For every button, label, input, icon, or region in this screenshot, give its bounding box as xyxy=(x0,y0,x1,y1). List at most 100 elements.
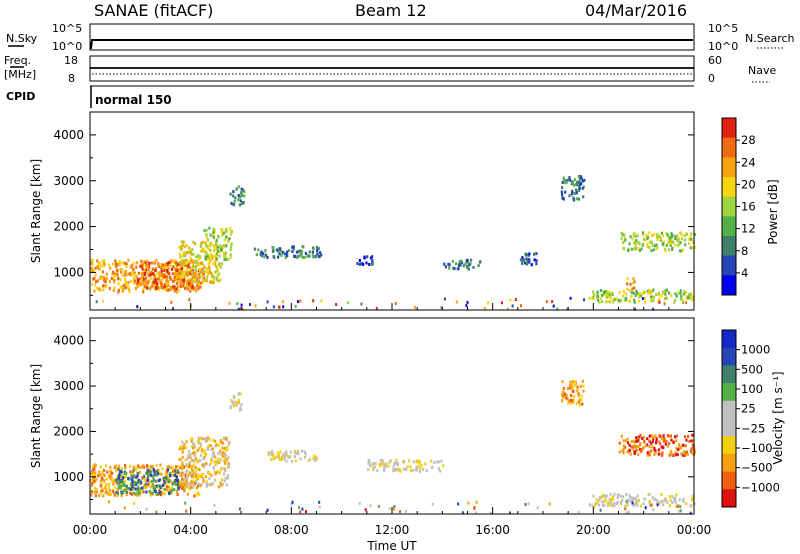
velocity-cell xyxy=(173,488,176,491)
velocity-cell xyxy=(625,511,628,515)
freq-tick-top-right: 60 xyxy=(708,54,722,67)
velocity-cell xyxy=(430,459,433,463)
power-cell xyxy=(119,268,122,272)
power-cell xyxy=(201,281,204,285)
velocity-cell xyxy=(108,482,111,486)
velocity-cell xyxy=(231,401,234,404)
velocity-cell xyxy=(95,477,98,481)
power-cell xyxy=(655,243,658,247)
velocity-cell xyxy=(383,468,386,472)
power-cell xyxy=(299,249,302,253)
velocity-cell xyxy=(581,402,584,406)
velocity-cell xyxy=(285,453,288,457)
velocity-cell xyxy=(124,466,127,470)
velocity-colorbar-tick-label: 1000 xyxy=(741,343,770,357)
velocity-cell xyxy=(678,443,681,447)
velocity-cell xyxy=(155,464,158,467)
velocity-cell xyxy=(158,492,161,496)
power-cell xyxy=(111,272,114,276)
power-cell xyxy=(212,278,215,282)
power-cell xyxy=(192,275,196,279)
power-cell xyxy=(524,253,528,257)
power-cell xyxy=(591,296,594,300)
velocity-cell xyxy=(634,497,637,500)
velocity-cell xyxy=(421,467,425,471)
power-cell xyxy=(99,275,102,279)
velocity-cell xyxy=(153,473,156,477)
velocity-cell xyxy=(369,464,372,468)
power-cell xyxy=(212,227,215,231)
freq-unit-label: [MHz] xyxy=(4,68,36,81)
power-cell xyxy=(191,272,194,276)
velocity-cell xyxy=(221,478,224,482)
power-cell xyxy=(642,242,645,246)
power-cell xyxy=(632,281,635,285)
power-cell xyxy=(308,254,311,258)
power-cell xyxy=(683,234,686,238)
power-cell xyxy=(215,243,218,247)
power-cell xyxy=(637,299,641,303)
power-cell xyxy=(663,247,666,251)
power-cell xyxy=(562,178,566,182)
velocity-cell xyxy=(169,474,172,478)
power-cell xyxy=(157,277,160,281)
power-cell xyxy=(228,237,231,241)
power-cell xyxy=(358,262,361,266)
velocity-cell xyxy=(290,502,293,506)
power-cell xyxy=(520,304,522,308)
power-ylabel: Slant Range [km] xyxy=(29,159,43,263)
velocity-cell xyxy=(442,464,445,468)
velocity-cell xyxy=(271,450,274,454)
velocity-cell xyxy=(663,498,666,502)
velocity-cell xyxy=(636,504,639,508)
velocity-cell xyxy=(663,437,666,441)
velocity-cell xyxy=(630,440,633,443)
velocity-cell xyxy=(591,504,594,508)
power-cell xyxy=(275,248,278,252)
power-cell xyxy=(144,279,147,283)
velocity-cell xyxy=(202,479,205,483)
power-cell xyxy=(223,258,226,262)
velocity-cell xyxy=(183,473,187,477)
power-cell xyxy=(666,233,669,237)
power-cell xyxy=(159,281,162,285)
power-cell xyxy=(96,286,99,290)
power-cell xyxy=(92,277,95,281)
velocity-cell xyxy=(399,510,401,513)
power-cell xyxy=(316,252,319,256)
power-cell xyxy=(667,238,670,242)
power-cell xyxy=(266,256,269,259)
velocity-cell xyxy=(191,469,194,473)
power-cell xyxy=(521,259,524,263)
power-cell xyxy=(184,270,187,274)
velocity-cell xyxy=(214,455,217,459)
power-cell xyxy=(448,263,451,267)
velocity-cell xyxy=(204,475,208,479)
power-cell xyxy=(157,287,160,291)
power-cell xyxy=(456,267,459,271)
velocity-cell xyxy=(181,455,184,459)
power-cell xyxy=(528,257,531,261)
power-cell xyxy=(297,254,300,258)
velocity-cell xyxy=(91,470,94,474)
power-cell xyxy=(651,243,654,247)
power-cell xyxy=(313,255,316,259)
power-colorbar-swatch xyxy=(722,236,736,257)
power-cell xyxy=(90,282,93,286)
power-cell xyxy=(317,254,321,258)
power-cell xyxy=(103,259,106,263)
freq-tick-top-left: 18 xyxy=(64,54,78,67)
velocity-cell xyxy=(561,393,564,397)
velocity-cell xyxy=(642,435,645,439)
power-cell xyxy=(459,263,462,267)
velocity-cell xyxy=(670,438,673,442)
power-cell xyxy=(362,263,365,266)
power-cell xyxy=(141,262,144,266)
power-cell xyxy=(211,255,214,258)
power-cell xyxy=(151,284,154,288)
power-cell xyxy=(611,300,615,304)
velocity-cell xyxy=(671,453,674,456)
velocity-cell xyxy=(216,470,219,474)
power-cell xyxy=(650,240,653,244)
